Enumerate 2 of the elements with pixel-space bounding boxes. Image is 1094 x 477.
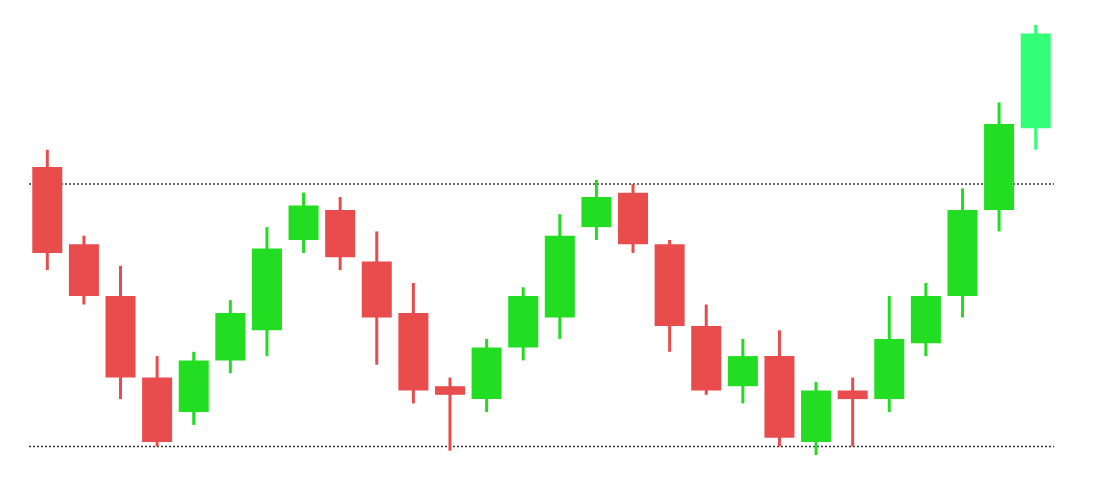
candlestick	[434, 377, 465, 451]
candlestick	[837, 377, 868, 447]
